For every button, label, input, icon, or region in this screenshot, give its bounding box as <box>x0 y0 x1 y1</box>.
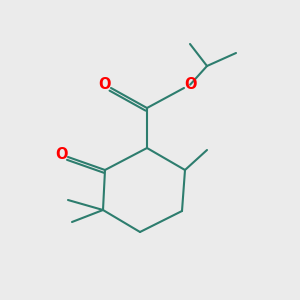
Text: O: O <box>99 77 111 92</box>
Text: O: O <box>184 77 197 92</box>
Text: O: O <box>55 147 68 162</box>
